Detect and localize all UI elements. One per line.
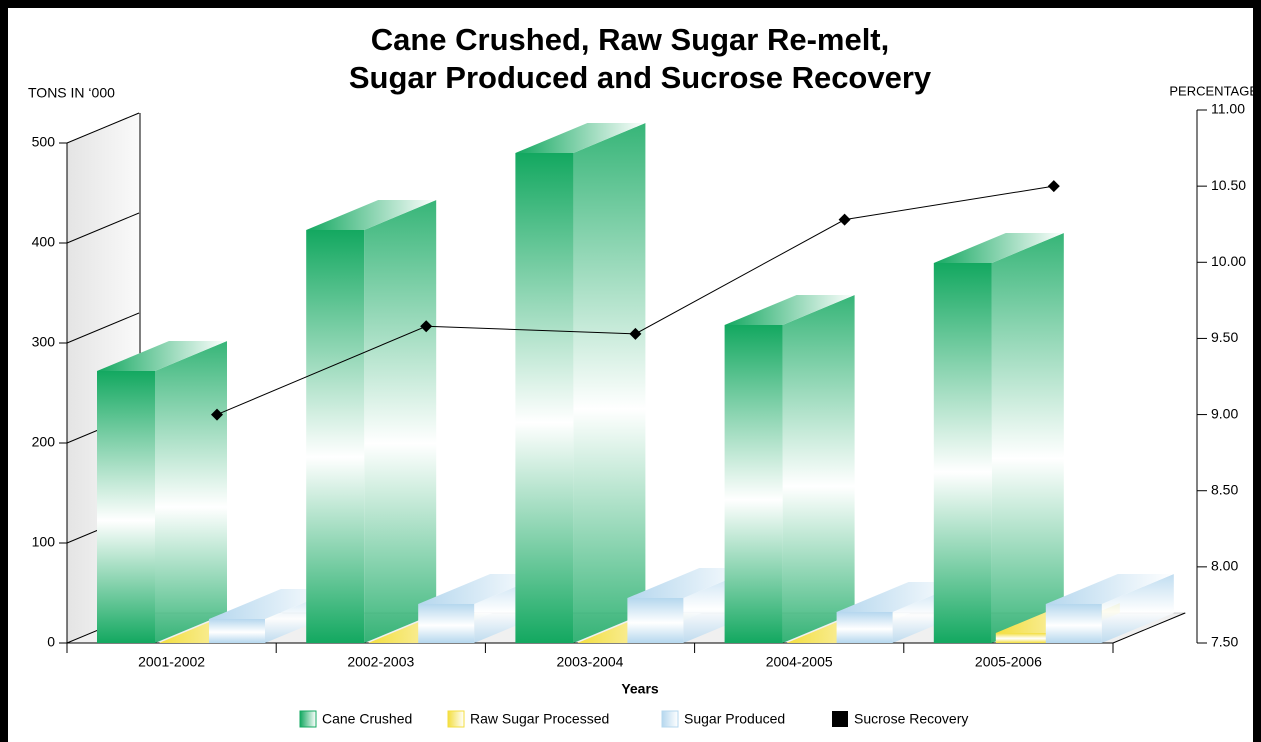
bar [515,123,646,643]
bar-front [515,153,574,643]
bar-front [836,612,893,643]
x-tick-label: 2001-2002 [138,654,205,670]
bar [724,295,855,643]
bar [933,233,1064,643]
bar-front [418,604,475,643]
y2-tick-label: 9.00 [1211,405,1238,421]
y-axis-title: TONS IN ‘000 [28,85,115,101]
bar-front [627,598,684,643]
x-axis-depth [1112,612,1186,644]
bar-side [782,295,855,643]
legend-swatch [299,710,317,728]
grid-line [66,112,140,144]
bar-top [627,568,756,598]
bar-front [97,371,155,643]
y-tick-label: 0 [47,634,55,650]
y-tick-label: 200 [32,434,56,450]
legend-label: Sucrose Recovery [854,711,968,727]
bar-front [209,619,265,643]
y-tick-label: 500 [32,134,56,150]
y2-tick-label: 8.50 [1211,481,1238,497]
point [838,213,851,226]
y2-tick-label: 8.00 [1211,558,1238,574]
point [211,408,223,421]
y2-tick-label: 11.00 [1211,101,1245,117]
bar-front [1045,604,1102,643]
y-tick-label: 400 [32,234,56,250]
grid-line [66,312,140,344]
bar [97,341,227,643]
legend-label: Cane Crushed [322,711,412,727]
y2-tick-label: 10.50 [1211,177,1246,193]
legend-label: Raw Sugar Processed [470,711,609,727]
legend-label: Sugar Produced [684,711,785,727]
bar-top [933,233,1064,263]
y-tick-label: 300 [32,334,56,350]
bar-top [97,341,227,371]
bar-side [573,123,646,643]
x-tick-label: 2003-2004 [557,654,624,670]
chart-title: Sugar Produced and Sucrose Recovery [349,60,932,95]
y2-tick-label: 7.50 [1211,634,1238,650]
x-axis-title: Years [621,681,659,697]
bar-front [306,230,365,643]
bar-side [155,341,227,643]
bar-front [933,263,992,643]
bar-side [364,200,437,643]
x-tick-label: 2002-2003 [347,654,414,670]
bar-top [724,295,855,325]
legend-swatch [447,710,465,728]
y2-tick-label: 9.50 [1211,329,1238,345]
point [420,320,433,333]
legend-swatch [832,711,848,727]
point [629,327,642,340]
bar-front [724,325,783,643]
point [1047,180,1060,193]
bar-top [836,582,965,612]
chart-title: Cane Crushed, Raw Sugar Re-melt, [371,22,890,57]
bar-side [991,233,1064,643]
x-tick-label: 2005-2006 [975,654,1042,670]
bar-top [418,574,547,604]
legend-swatch [661,710,679,728]
y2-axis-title: PERCENTAGE [1169,83,1258,98]
bar-top [209,589,337,619]
bar [306,200,437,643]
bar-top [306,200,437,230]
bar [1045,574,1174,643]
bar-side [1101,574,1174,643]
bar-front [995,633,1048,643]
bar-top [1045,574,1174,604]
y-tick-label: 100 [32,534,56,550]
bar-top [515,123,646,153]
grid-line [66,212,140,244]
y2-tick-label: 10.00 [1211,253,1246,269]
x-tick-label: 2004-2005 [766,654,833,670]
